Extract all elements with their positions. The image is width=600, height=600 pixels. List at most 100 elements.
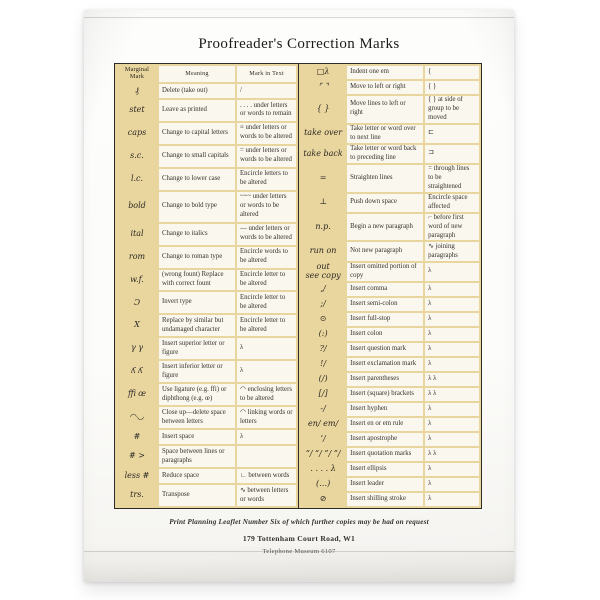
marginal-mark: bold bbox=[117, 191, 157, 222]
table-row: rom Change to roman type Encircle words … bbox=[117, 246, 297, 268]
meaning-text: Straighten lines bbox=[347, 165, 424, 192]
towel-top-hem bbox=[84, 17, 514, 18]
table-row: # > Space between lines or paragraphs bbox=[117, 446, 297, 468]
table-header-row: Marginal Mark Meaning Mark in Text bbox=[117, 66, 297, 82]
table-row: ⊥ Push down space Encircle space affecte… bbox=[301, 193, 479, 212]
mark-in-text: Encircle letter to be altered bbox=[237, 292, 297, 314]
marginal-mark: # > bbox=[117, 446, 157, 468]
meaning-text: Insert comma bbox=[347, 283, 424, 297]
mark-in-text: ∿ between letters or words bbox=[237, 485, 297, 506]
meaning-text: Insert parentheses bbox=[347, 373, 424, 387]
meaning-text: Change to lower case bbox=[159, 168, 235, 190]
meaning-text: Close up—delete space between letters bbox=[159, 407, 235, 429]
table-row: □λ Indent one em { bbox=[301, 66, 479, 79]
meaning-text: Move to left or right bbox=[347, 81, 424, 94]
marginal-mark: γ γ bbox=[117, 338, 157, 360]
meaning-text: Insert inferior letter or figure bbox=[159, 361, 235, 383]
table-row: (/) Insert parentheses λ λ bbox=[301, 373, 479, 387]
mark-in-text: λ bbox=[425, 328, 479, 342]
marginal-mark: = bbox=[301, 165, 346, 192]
mark-in-text: ⊐ bbox=[425, 144, 479, 164]
mark-in-text: λ bbox=[425, 493, 479, 507]
table-row: en/ em/ Insert en or em rule λ bbox=[301, 418, 479, 432]
meaning-text: Insert leader bbox=[347, 478, 424, 492]
table-row: caps Change to capital letters ≡ under l… bbox=[117, 122, 297, 144]
mark-in-text: ◠ enclosing letters to be altered bbox=[237, 384, 297, 406]
meaning-text: Insert shilling stroke bbox=[347, 493, 424, 507]
meaning-text: Insert colon bbox=[347, 328, 424, 342]
marginal-mark: (…) bbox=[301, 478, 346, 492]
table-row: # Insert space λ bbox=[117, 430, 297, 445]
table-row: take over Take letter or word over to ne… bbox=[301, 124, 479, 143]
mark-in-text: λ bbox=[425, 433, 479, 447]
table-row: [/] Insert (square) brackets λ λ bbox=[301, 388, 479, 402]
footer-address: 179 Tottenham Court Road, W1 bbox=[242, 534, 356, 543]
header-marginal-mark: Marginal Mark bbox=[117, 66, 157, 82]
mark-in-text: λ bbox=[425, 313, 479, 327]
tea-towel: Proofreader's Correction Marks Marginal … bbox=[84, 10, 514, 582]
meaning-text: Not new paragraph bbox=[347, 242, 424, 261]
mark-in-text: { } at side of group to be moved bbox=[425, 96, 479, 123]
mark-in-text: Encircle letter to be altered bbox=[237, 269, 297, 291]
marginal-mark: (:) bbox=[301, 328, 346, 342]
table-row: -/ Insert hyphen λ bbox=[301, 403, 479, 417]
meaning-text: Begin a new paragraph bbox=[347, 213, 424, 241]
table-row: less # Reduce space ∟ between words bbox=[117, 469, 297, 484]
mark-in-text: ◠ linking words or letters bbox=[237, 407, 297, 429]
table-row: take back Take letter or word back to pr… bbox=[301, 144, 479, 164]
table-row: stet Leave as printed . . . . under lett… bbox=[117, 100, 297, 121]
correction-marks-table: Marginal Mark Meaning Mark in Text ₰ Del… bbox=[114, 63, 482, 509]
meaning-text: Change to italics bbox=[159, 223, 235, 245]
table-row: ,/ Insert comma λ bbox=[301, 283, 479, 297]
marginal-mark: s.c. bbox=[117, 145, 157, 167]
meaning-text: Replace by similar but undamaged charact… bbox=[159, 315, 235, 337]
mark-in-text bbox=[237, 446, 297, 468]
marginal-mark: ;/ bbox=[301, 298, 346, 312]
meaning-text: Take letter or word over to next line bbox=[347, 124, 424, 143]
page-title: Proofreader's Correction Marks bbox=[198, 36, 400, 52]
meaning-text: Reduce space bbox=[159, 469, 235, 484]
marginal-mark: less # bbox=[117, 469, 157, 484]
marginal-mark: run on bbox=[301, 242, 346, 261]
table-row: ﬃ œ Use ligature (e.g. ffi) or diphthong… bbox=[117, 384, 297, 406]
marginal-mark: ,/ bbox=[301, 283, 346, 297]
mark-in-text: λ bbox=[425, 463, 479, 477]
marginal-mark: en/ em/ bbox=[301, 418, 346, 432]
mark-in-text: Encircle letters to be altered bbox=[237, 168, 297, 190]
meaning-text: Insert semi-colon bbox=[347, 298, 424, 312]
table-right-half: □λ Indent one em { ⌜ ⌝ Move to left or r… bbox=[299, 64, 481, 508]
marginal-mark: ₰ bbox=[117, 84, 157, 98]
meaning-text: Transpose bbox=[159, 485, 235, 506]
table-left-half: Marginal Mark Meaning Mark in Text ₰ Del… bbox=[115, 64, 300, 508]
marginal-mark: out see copy bbox=[301, 262, 346, 282]
meaning-text: Insert full-stop bbox=[347, 313, 424, 327]
marginal-mark: n.p. bbox=[301, 213, 346, 241]
mark-in-text: Encircle letter to be altered bbox=[237, 315, 297, 337]
mark-in-text: ∿ joining paragraphs bbox=[425, 242, 479, 261]
marginal-mark: “/ “/ ”/ ”/ bbox=[301, 448, 346, 462]
mark-in-text: ~~~ under letters or words to be altered bbox=[237, 191, 297, 222]
table-row: out see copy Insert omitted portion of c… bbox=[301, 262, 479, 282]
table-row: ⌜ ⌝ Move to left or right { } bbox=[301, 81, 479, 94]
marginal-mark: X bbox=[117, 315, 157, 337]
marginal-mark: # bbox=[117, 430, 157, 445]
meaning-text: Delete (take out) bbox=[159, 84, 235, 98]
marginal-mark: -/ bbox=[301, 403, 346, 417]
marginal-mark: rom bbox=[117, 246, 157, 268]
meaning-text: Use ligature (e.g. ffi) or diphthong (e.… bbox=[159, 384, 235, 406]
table-row: (…) Insert leader λ bbox=[301, 478, 479, 492]
mark-in-text: Encircle space affected bbox=[425, 193, 479, 212]
meaning-text: Insert apostrophe bbox=[347, 433, 424, 447]
mark-in-text: λ bbox=[425, 403, 479, 417]
mark-in-text: { bbox=[425, 66, 479, 79]
table-row: ⊙ Insert full-stop λ bbox=[301, 313, 479, 327]
marginal-mark: Ɔ bbox=[117, 292, 157, 314]
meaning-text: (wrong fount) Replace with correct fount bbox=[159, 269, 235, 291]
table-row: ◠◡ Close up—delete space between letters… bbox=[117, 407, 297, 429]
meaning-text: Insert exclamation mark bbox=[347, 358, 424, 372]
table-row: ₰ Delete (take out) / bbox=[117, 84, 297, 98]
mark-in-text: λ bbox=[237, 338, 297, 360]
table-row: “/ “/ ”/ ”/ Insert quotation marks λ λ bbox=[301, 448, 479, 462]
table-row: = Straighten lines = through lines to be… bbox=[301, 165, 479, 192]
